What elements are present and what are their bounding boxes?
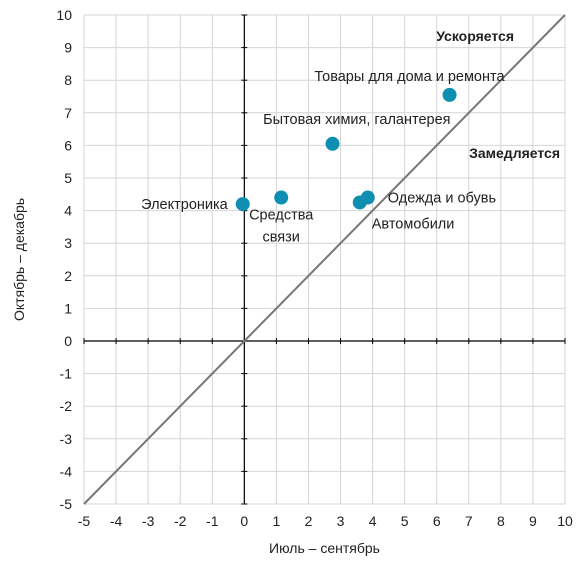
region-label-accelerating: Ускоряется (436, 28, 514, 44)
x-tick-label: 5 (401, 513, 409, 529)
data-point-label-line: Средства (249, 208, 314, 224)
y-axis-title: Октябрь – декабрь (11, 198, 27, 321)
x-tick-label: -5 (78, 513, 91, 529)
y-tick-label: 7 (64, 105, 72, 121)
x-tick-label: 8 (497, 513, 505, 529)
data-point-label: Средства связи (249, 208, 314, 246)
x-tick-label: 9 (529, 513, 537, 529)
y-tick-label: -1 (60, 366, 73, 382)
x-tick-label: -1 (206, 513, 219, 529)
y-tick-label: 3 (64, 235, 72, 251)
y-tick-label: 6 (64, 137, 72, 153)
data-point-label-line: связи (263, 230, 300, 246)
data-point-label: Одежда и обувь (388, 191, 496, 207)
data-point-label: Бытовая химия, галантерея (263, 112, 450, 128)
x-tick-label: 10 (557, 513, 573, 529)
data-point-label: Электроника (141, 197, 229, 213)
x-axis-title: Июль – сентябрь (269, 540, 380, 556)
data-point-marker (352, 195, 367, 210)
x-tick-label: 1 (273, 513, 281, 529)
data-point-label: Автомобили (372, 216, 455, 232)
y-tick-label: 5 (64, 170, 72, 186)
x-tick-label: -3 (142, 513, 155, 529)
x-tick-label: -2 (174, 513, 187, 529)
y-tick-label: -3 (60, 431, 73, 447)
y-tick-label: 9 (64, 40, 72, 56)
x-tick-label: 3 (337, 513, 345, 529)
diagonal-reference-line (83, 14, 566, 505)
data-point-marker (274, 190, 289, 205)
x-tick-label: -4 (110, 513, 123, 529)
x-tick-label: 7 (465, 513, 473, 529)
x-tick-label: 2 (305, 513, 313, 529)
y-tick-label: 2 (64, 268, 72, 284)
data-point-marker (442, 87, 457, 102)
y-tick-label: 0 (64, 333, 72, 349)
y-tick-label: -2 (60, 398, 73, 414)
y-tick-label: 10 (56, 7, 72, 23)
y-tick-label: -5 (60, 496, 73, 512)
x-tick-label: 4 (369, 513, 377, 529)
x-tick-label: 0 (240, 513, 248, 529)
data-point-marker (235, 197, 250, 212)
region-label-decelerating: Замедляется (469, 145, 560, 161)
data-point-label: Товары для дома и ремонта (314, 69, 505, 85)
y-tick-label: 8 (64, 72, 72, 88)
data-point-marker (325, 136, 340, 151)
x-tick-label: 6 (433, 513, 441, 529)
y-tick-label: -4 (60, 463, 73, 479)
y-tick-label: 4 (64, 203, 72, 219)
y-tick-label: 1 (64, 300, 72, 316)
